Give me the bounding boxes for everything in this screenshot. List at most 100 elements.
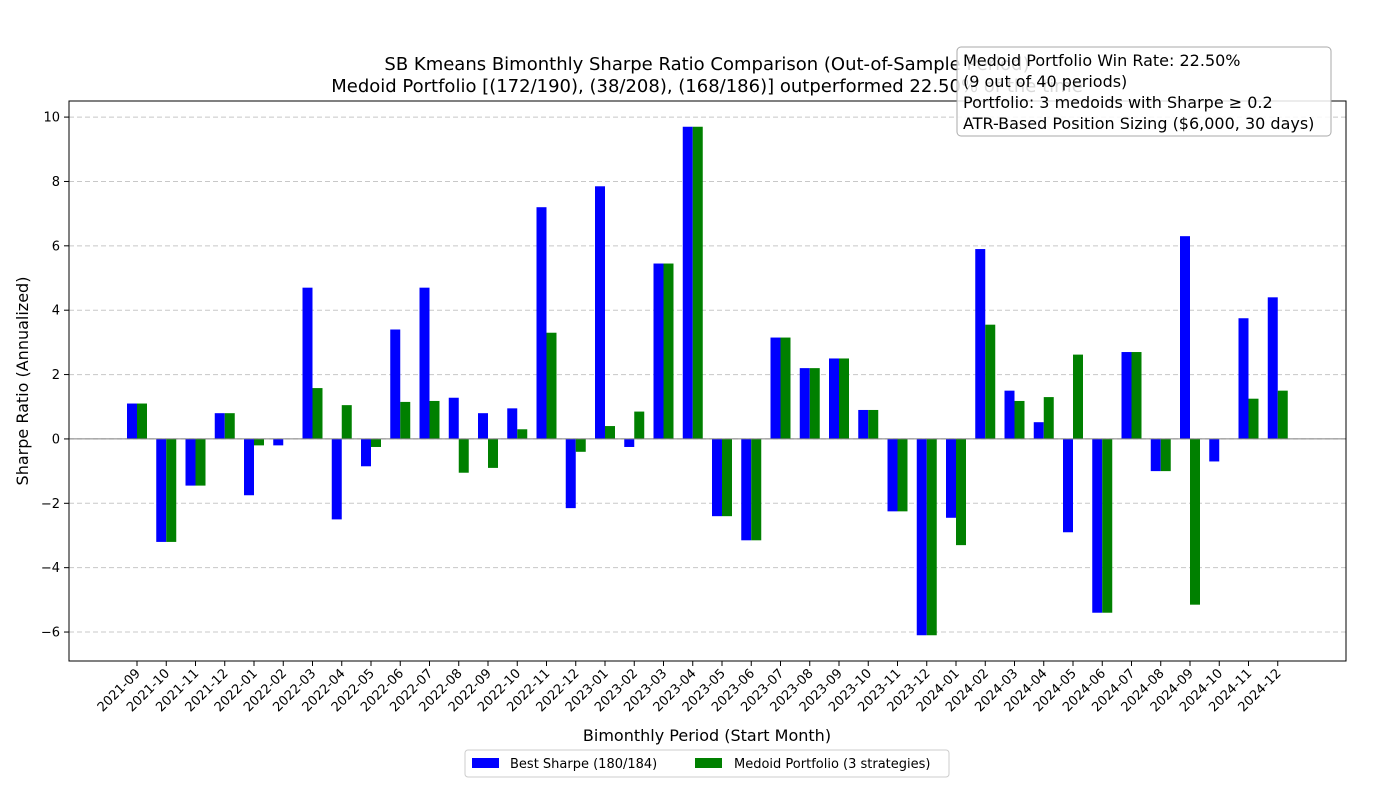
bar-best-sharpe	[214, 413, 225, 439]
y-tick-label: 10	[43, 111, 60, 126]
bar-medoid-portfolio	[692, 126, 703, 439]
y-tick-label: 2	[52, 368, 60, 383]
bar-medoid-portfolio	[371, 438, 381, 447]
y-axis-ticks: −6 −4 −2 0 2 4 6 8 10	[41, 111, 69, 641]
bar-medoid-portfolio	[429, 400, 440, 439]
win-rate-info-box: Medoid Portfolio Win Rate: 22.50% (9 out…	[956, 46, 1332, 137]
bar-medoid-portfolio	[956, 438, 966, 546]
bar-best-sharpe	[1004, 390, 1015, 439]
y-tick-label: 8	[52, 175, 60, 190]
bar-medoid-portfolio	[1160, 438, 1171, 472]
bar-best-sharpe	[916, 438, 927, 636]
bar-best-sharpe	[624, 438, 635, 447]
bar-medoid-portfolio	[663, 263, 674, 439]
bar-best-sharpe	[829, 358, 839, 439]
chart-title-line1: SB Kmeans Bimonthly Sharpe Ratio Compari…	[384, 54, 1029, 75]
bar-medoid-portfolio	[1190, 438, 1200, 605]
bar-medoid-portfolio	[926, 438, 937, 636]
bar-best-sharpe	[1238, 318, 1249, 439]
bar-medoid-portfolio	[546, 332, 557, 439]
bar-medoid-portfolio	[341, 405, 352, 439]
bar-best-sharpe	[1033, 422, 1044, 439]
bar-best-sharpe	[712, 438, 722, 517]
bar-medoid-portfolio	[1102, 438, 1113, 613]
bar-best-sharpe	[975, 249, 986, 439]
bar-medoid-portfolio	[722, 438, 732, 517]
bar-best-sharpe	[448, 397, 459, 439]
info-line-win-rate: Medoid Portfolio Win Rate: 22.50%	[963, 51, 1241, 70]
bar-best-sharpe	[244, 438, 254, 496]
bar-best-sharpe	[302, 287, 313, 439]
bar-best-sharpe	[565, 438, 576, 509]
bar-medoid-portfolio	[224, 413, 235, 439]
bar-best-sharpe	[1180, 236, 1190, 439]
info-line-portfolio: Portfolio: 3 medoids with Sharpe ≥ 0.2	[963, 93, 1273, 112]
legend-label-medoid-portfolio: Medoid Portfolio (3 strategies)	[734, 757, 931, 772]
bar-best-sharpe	[507, 408, 518, 439]
y-axis-label: Sharpe Ratio (Annualized)	[13, 277, 32, 486]
bar-medoid-portfolio	[166, 438, 177, 542]
legend-label-best-sharpe: Best Sharpe (180/184)	[510, 757, 657, 772]
bar-medoid-portfolio	[458, 438, 469, 473]
bar-best-sharpe	[1267, 297, 1278, 439]
bar-best-sharpe	[536, 207, 547, 439]
bar-medoid-portfolio	[195, 438, 206, 486]
plot-area	[68, 100, 1347, 662]
bar-best-sharpe	[887, 438, 898, 512]
bar-medoid-portfolio	[517, 429, 528, 439]
bar-best-sharpe	[1209, 438, 1220, 462]
bar-best-sharpe	[390, 329, 401, 439]
bar-best-sharpe	[419, 287, 430, 439]
legend: Best Sharpe (180/184) Medoid Portfolio (…	[464, 749, 950, 778]
bar-medoid-portfolio	[1073, 354, 1083, 439]
bar-best-sharpe	[1150, 438, 1161, 472]
bar-medoid-portfolio	[312, 388, 323, 439]
bar-medoid-portfolio	[780, 337, 791, 439]
y-grid-lines	[69, 116, 1346, 633]
y-tick-label: 6	[52, 239, 60, 254]
chart-title-line2: Medoid Portfolio [(172/190), (38/208), (…	[331, 76, 1083, 97]
bar-medoid-portfolio	[868, 409, 879, 439]
bar-best-sharpe	[1063, 438, 1073, 533]
y-tick-label: −4	[41, 561, 60, 576]
bar-medoid-portfolio	[897, 438, 908, 512]
y-tick-label: −6	[41, 626, 60, 641]
bar-medoid-portfolio	[751, 438, 762, 541]
bar-medoid-portfolio	[1277, 390, 1288, 439]
legend-swatch-best-sharpe	[472, 758, 499, 768]
bar-medoid-portfolio	[1014, 400, 1025, 439]
bar-best-sharpe	[127, 403, 137, 439]
bar-medoid-portfolio	[1131, 352, 1142, 439]
info-line-periods: (9 out of 40 periods)	[963, 72, 1127, 91]
bar-medoid-portfolio	[137, 403, 147, 439]
bar-best-sharpe	[156, 438, 167, 542]
legend-swatch-medoid-portfolio	[695, 758, 722, 768]
x-axis-label: Bimonthly Period (Start Month)	[583, 726, 831, 745]
bar-medoid-portfolio	[400, 401, 411, 439]
bar-best-sharpe	[1092, 438, 1103, 613]
bar-medoid-portfolio	[488, 438, 498, 468]
bar-best-sharpe	[273, 438, 284, 446]
bar-best-sharpe	[741, 438, 752, 541]
bar-best-sharpe	[946, 438, 956, 518]
bar-medoid-portfolio	[809, 368, 820, 439]
bar-best-sharpe	[653, 263, 664, 439]
bar-best-sharpe	[799, 368, 810, 439]
bar-best-sharpe	[682, 126, 693, 439]
y-tick-label: 4	[52, 304, 60, 319]
bar-best-sharpe	[858, 409, 869, 439]
bar-medoid-portfolio	[985, 324, 996, 439]
bar-best-sharpe	[1121, 352, 1132, 439]
bar-best-sharpe	[595, 186, 605, 439]
bar-medoid-portfolio	[575, 438, 586, 452]
bar-best-sharpe	[478, 413, 488, 439]
bars	[127, 126, 1288, 636]
bar-best-sharpe	[331, 438, 342, 520]
bar-best-sharpe	[361, 438, 371, 467]
bar-medoid-portfolio	[254, 438, 264, 446]
info-line-sizing: ATR-Based Position Sizing ($6,000, 30 da…	[963, 114, 1314, 133]
bar-medoid-portfolio	[1043, 397, 1054, 439]
bar-medoid-portfolio	[634, 411, 645, 439]
bar-medoid-portfolio	[605, 426, 615, 439]
